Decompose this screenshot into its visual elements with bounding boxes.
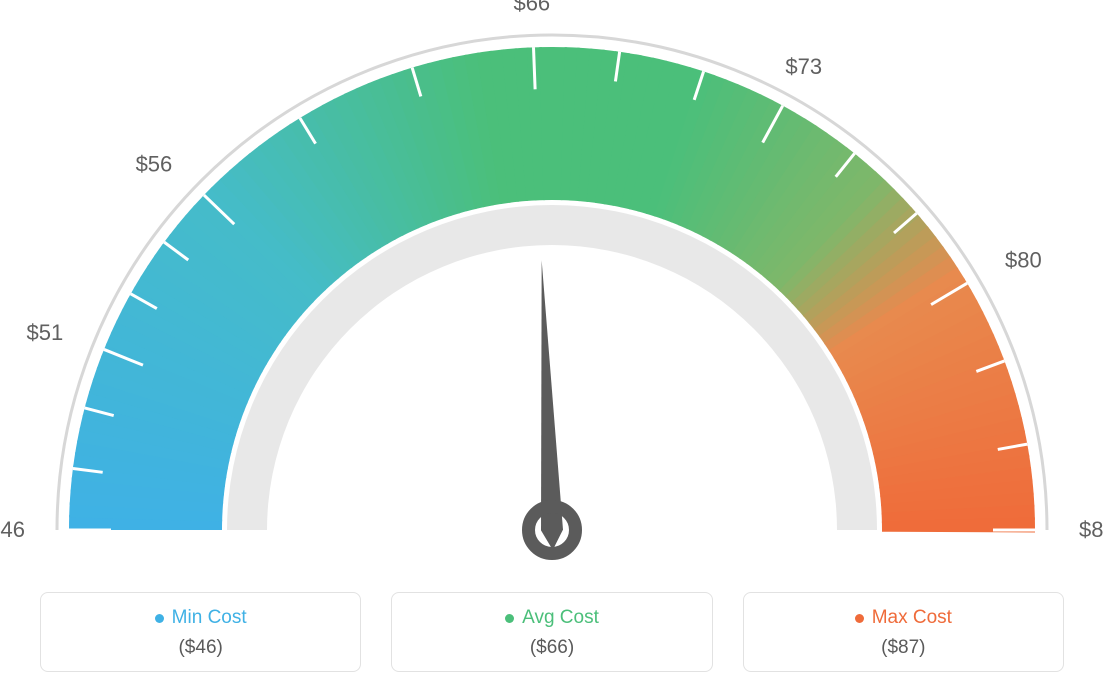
legend-label: Max Cost (872, 607, 952, 629)
legend-card-min: Min Cost ($46) (40, 592, 361, 672)
legend-label: Avg Cost (522, 607, 599, 629)
gauge-tick-label: $51 (26, 320, 63, 345)
gauge-tick-label: $80 (1005, 248, 1042, 273)
gauge-tick-label: $56 (136, 152, 173, 177)
dot-icon (155, 614, 164, 623)
gauge-tick-label: $66 (513, 0, 550, 15)
legend-label: Min Cost (172, 607, 247, 629)
legend-value: ($46) (51, 637, 350, 659)
legend-card-max: Max Cost ($87) (743, 592, 1064, 672)
legend-row: Min Cost ($46) Avg Cost ($66) Max Cost (… (0, 592, 1104, 672)
legend-value: ($66) (402, 637, 701, 659)
gauge-tick-label: $87 (1079, 517, 1104, 542)
dot-icon (855, 614, 864, 623)
cost-gauge: $46 $51 $56 $66 $73 $80 $87 (0, 0, 1104, 570)
legend-card-avg: Avg Cost ($66) (391, 592, 712, 672)
gauge-tick-label: $46 (0, 517, 25, 542)
legend-value: ($87) (754, 637, 1053, 659)
gauge-tick-label: $73 (785, 54, 822, 79)
dot-icon (505, 614, 514, 623)
